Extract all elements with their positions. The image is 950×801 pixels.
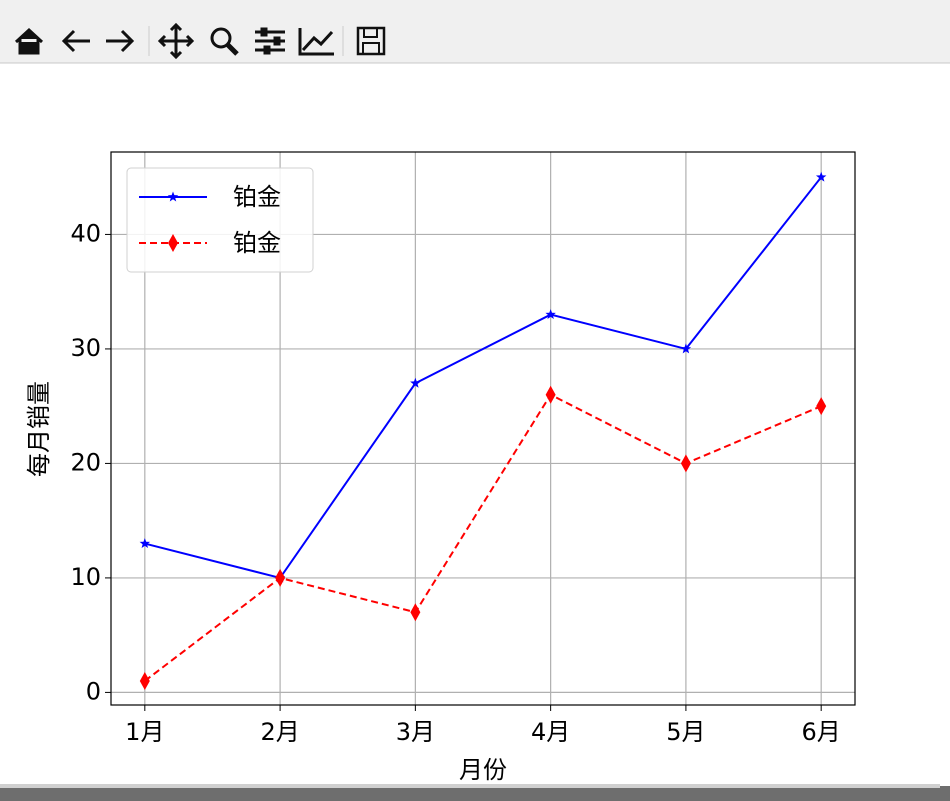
x-tick-label: 6月: [802, 718, 841, 746]
x-tick-label: 2月: [260, 718, 299, 746]
series-line: [144, 393, 822, 682]
configure-button[interactable]: [255, 27, 285, 55]
x-tick-label: 4月: [531, 718, 570, 746]
y-tick-label: 10: [70, 563, 101, 591]
x-tick-label: 5月: [666, 718, 705, 746]
legend-marker: [167, 191, 179, 202]
marker: [275, 568, 286, 587]
back-button[interactable]: [61, 29, 90, 53]
marker: [410, 377, 421, 388]
marker: [545, 385, 556, 404]
zoom-button[interactable]: [210, 27, 239, 56]
toolbar-bg: [0, 0, 950, 63]
legend-box: [126, 167, 314, 273]
edit-axis-button[interactable]: [298, 28, 334, 56]
window-edge: [0, 784, 940, 788]
legend-label: 铂金: [233, 183, 281, 211]
forward-button[interactable]: [106, 29, 135, 53]
y-tick-label: 40: [70, 219, 101, 247]
pan-button[interactable]: [157, 22, 195, 60]
save-button[interactable]: [356, 26, 386, 56]
legend-label: 铂金: [233, 229, 281, 257]
x-tick-label: 1月: [125, 718, 164, 746]
y-tick-label: 30: [70, 334, 101, 362]
marker: [139, 538, 151, 549]
marker: [410, 603, 421, 622]
marker: [139, 671, 150, 690]
marker: [815, 171, 827, 182]
y-axis-label: 每月销量: [25, 381, 53, 477]
y-tick-label: 20: [70, 448, 101, 476]
desktop-strip: [0, 786, 950, 801]
y-tick-label: 0: [86, 677, 101, 705]
series-line: [144, 176, 822, 580]
marker: [545, 309, 556, 320]
marker: [680, 454, 691, 473]
axes-frame: [110, 151, 856, 706]
marker: [816, 397, 827, 416]
home-button[interactable]: [14, 27, 44, 55]
x-axis-label: 月份: [459, 756, 507, 784]
toolbar: [14, 22, 386, 60]
legend-marker: [168, 234, 178, 252]
x-tick-label: 3月: [396, 718, 435, 746]
marker: [680, 343, 692, 354]
